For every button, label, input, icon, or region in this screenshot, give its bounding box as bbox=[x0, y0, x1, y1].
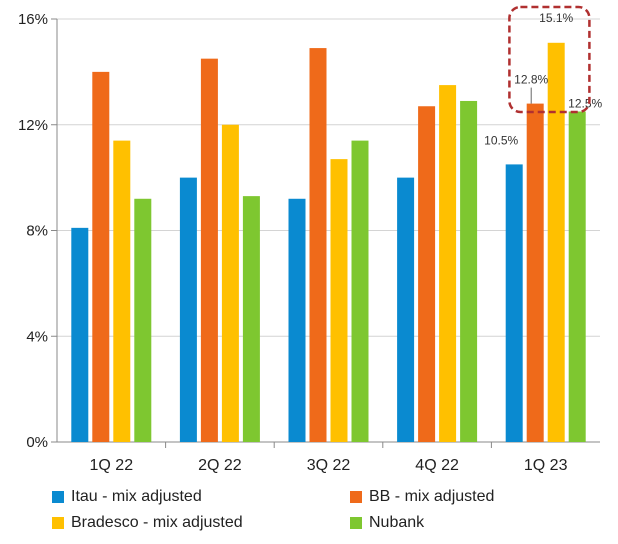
legend-label: Nubank bbox=[369, 514, 425, 531]
highlight-box bbox=[508, 5, 591, 114]
bar bbox=[221, 124, 239, 442]
legend: Itau - mix adjusted BB - mix adjusted Brad… bbox=[0, 484, 618, 540]
y-tick-label: 12% bbox=[18, 117, 48, 134]
y-tick-label: 8% bbox=[26, 223, 48, 240]
x-tick-label: 1Q 23 bbox=[524, 457, 568, 474]
data-label: 12.5% bbox=[568, 97, 602, 111]
bar bbox=[113, 140, 131, 443]
bar bbox=[460, 100, 478, 443]
legend-label: BB - mix adjusted bbox=[369, 488, 495, 505]
bar bbox=[568, 111, 586, 442]
legend-item: Bradesco - mix adjusted bbox=[52, 514, 243, 532]
bar bbox=[92, 71, 110, 442]
bar bbox=[397, 177, 415, 442]
bar bbox=[200, 58, 218, 442]
data-label: 12.8% bbox=[514, 73, 548, 87]
bar-chart: 0% 4% 8% 12% 16% 1Q 22 2Q 22 3Q 22 4Q 22 1Q 23 10.… bbox=[18, 5, 603, 474]
legend-swatch bbox=[52, 517, 64, 529]
data-label: 10.5% bbox=[484, 133, 518, 147]
x-tick-label: 1Q 22 bbox=[90, 457, 134, 474]
bar bbox=[418, 106, 436, 443]
bar bbox=[134, 198, 152, 442]
bar bbox=[547, 42, 565, 442]
legend-item: Itau - mix adjusted bbox=[52, 488, 202, 506]
legend-label: Itau - mix adjusted bbox=[71, 488, 202, 505]
y-tick-label: 0% bbox=[26, 434, 48, 451]
bar bbox=[71, 227, 89, 442]
bar bbox=[439, 85, 457, 442]
bar bbox=[309, 48, 327, 443]
bar bbox=[330, 159, 348, 442]
bar bbox=[288, 198, 306, 442]
data-label: 15.1% bbox=[539, 11, 573, 25]
bar bbox=[179, 177, 197, 442]
y-tick-label: 16% bbox=[18, 11, 48, 28]
bar bbox=[242, 196, 260, 442]
legend-swatch bbox=[350, 491, 362, 503]
bar bbox=[351, 140, 369, 443]
legend-item: Nubank bbox=[350, 514, 424, 532]
x-tick-label: 3Q 22 bbox=[307, 457, 351, 474]
bar bbox=[526, 103, 544, 442]
legend-swatch bbox=[52, 491, 64, 503]
x-tick-label: 4Q 22 bbox=[415, 457, 459, 474]
legend-item: BB - mix adjusted bbox=[350, 488, 494, 506]
y-tick-label: 4% bbox=[26, 328, 48, 345]
bar bbox=[505, 164, 523, 442]
legend-swatch bbox=[350, 517, 362, 529]
legend-label: Bradesco - mix adjusted bbox=[71, 514, 243, 531]
x-tick-label: 2Q 22 bbox=[198, 457, 242, 474]
